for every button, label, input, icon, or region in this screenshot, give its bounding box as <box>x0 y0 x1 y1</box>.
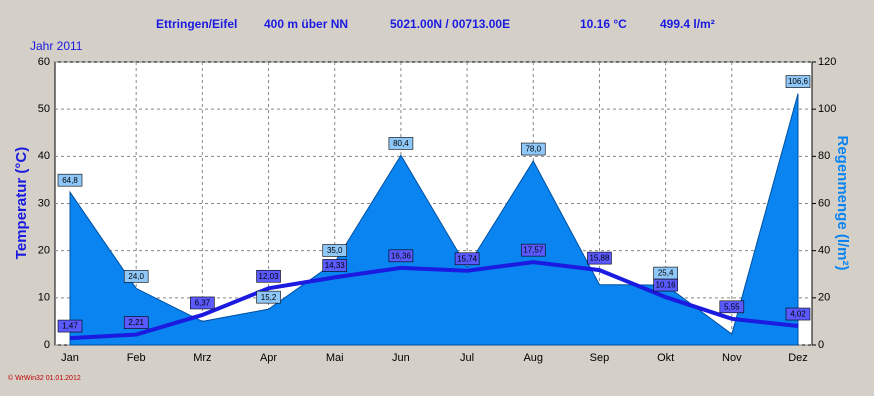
y2-tick-label: 40 <box>818 245 830 257</box>
data-label: 1,47 <box>62 322 78 331</box>
x-tick-label: Jan <box>61 352 79 364</box>
temperature-line <box>69 260 799 341</box>
y-tick-label: 0 <box>44 339 50 351</box>
data-label-box <box>454 252 480 266</box>
y-tick-label: 40 <box>38 150 50 162</box>
data-label-box <box>653 278 678 292</box>
data-label-box <box>57 319 83 333</box>
y-tick-label: 20 <box>38 245 50 257</box>
y-tick-label: 30 <box>38 197 50 209</box>
x-tick-label: Sep <box>590 352 610 364</box>
data-label-box <box>322 244 348 257</box>
data-label-box <box>123 270 149 283</box>
x-tick-label: Jul <box>460 352 474 364</box>
y-axis-title: Temperatur (°C) <box>13 147 30 259</box>
data-label-box <box>123 316 149 329</box>
y2-tick-label: 0 <box>818 339 824 351</box>
total-precipitation: 499.4 l/m² <box>660 17 715 31</box>
data-label-box <box>322 259 348 272</box>
y2-tick-label: 60 <box>818 197 830 209</box>
footer: © WrWin32 01.01.2012 <box>8 374 81 382</box>
altitude: 400 m über NN <box>264 17 348 31</box>
y2-axis-title: Regenmenge (l/m²) <box>834 135 851 270</box>
data-label-box <box>256 269 281 283</box>
data-label: 4,02 <box>790 310 806 319</box>
data-label: 24,0 <box>128 272 144 281</box>
data-label-box <box>256 290 281 304</box>
data-label: 16,36 <box>391 251 412 260</box>
data-label: 6,37 <box>195 299 211 308</box>
data-label-box <box>785 307 811 321</box>
precipitation-area <box>69 93 799 346</box>
x-tick-label: Aug <box>523 352 543 364</box>
data-label-box <box>520 142 546 156</box>
y-tick-label: 60 <box>38 56 50 68</box>
data-label: 14,33 <box>325 261 346 270</box>
data-label: 15,88 <box>589 254 610 263</box>
year: Jahr 2011 <box>30 39 83 53</box>
x-tick-label: Nov <box>722 352 742 364</box>
data-label: 78,0 <box>525 145 541 154</box>
data-label: 17,57 <box>523 246 544 255</box>
y2-tick-label: 100 <box>818 103 836 115</box>
y2-tick-label: 120 <box>818 56 836 68</box>
x-tick-label: Mai <box>326 352 344 364</box>
station: Ettringen/Eifel <box>156 17 237 31</box>
y-tick-label: 10 <box>38 292 50 304</box>
data-label: 2,21 <box>128 318 144 327</box>
x-tick-label: Jun <box>392 352 410 364</box>
data-label: 12,03 <box>259 272 280 281</box>
x-tick-label: Feb <box>127 352 146 364</box>
data-label: 15,2 <box>261 293 277 302</box>
data-label-box <box>388 137 414 150</box>
x-tick-label: Mrz <box>193 352 211 364</box>
mean-temperature: 10.16 °C <box>580 17 627 31</box>
x-tick-label: Dez <box>788 352 808 364</box>
data-label-box <box>190 296 215 310</box>
data-label: 64,8 <box>62 176 78 185</box>
x-tick-label: Apr <box>260 352 277 364</box>
data-label: 25,4 <box>658 269 674 278</box>
data-label-box <box>785 75 811 88</box>
data-label-box <box>57 173 83 187</box>
data-label: 5,55 <box>724 302 740 311</box>
data-label-box <box>587 251 612 265</box>
y2-tick-label: 20 <box>818 292 830 304</box>
data-label: 10,16 <box>656 281 677 290</box>
data-label: 106,6 <box>788 77 809 86</box>
data-label: 15,74 <box>457 254 478 263</box>
coordinates: 5021.00N / 00713.00E <box>390 17 510 31</box>
data-label-box <box>388 249 414 263</box>
y-tick-label: 50 <box>38 103 50 115</box>
y2-tick-label: 80 <box>818 150 830 162</box>
data-label-box <box>520 243 546 257</box>
x-tick-label: Okt <box>657 352 674 364</box>
data-label: 80,4 <box>393 139 409 148</box>
data-label: 35,0 <box>327 246 343 255</box>
data-label-box <box>719 300 745 314</box>
